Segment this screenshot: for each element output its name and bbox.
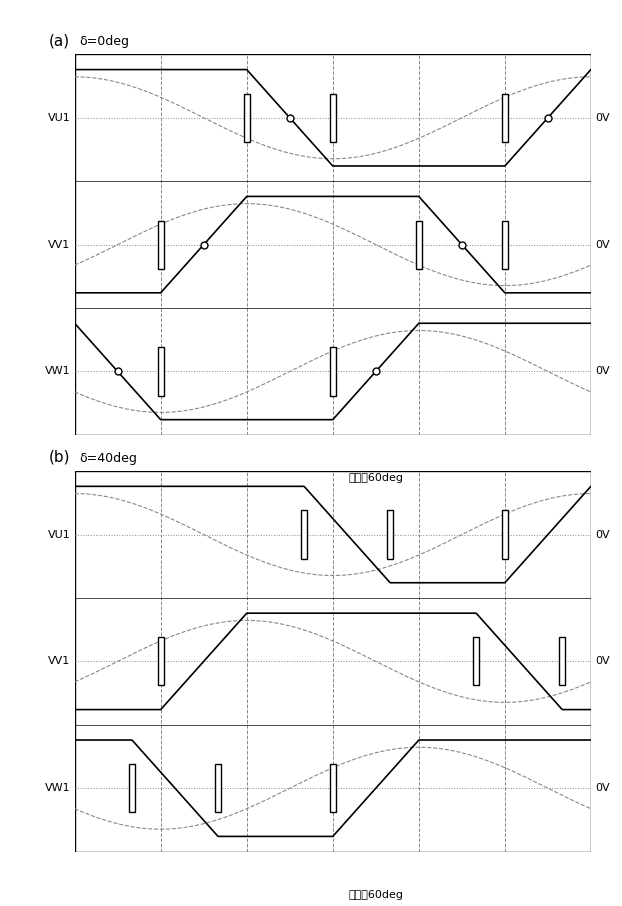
Text: 0V: 0V — [595, 366, 610, 377]
Text: 0V: 0V — [595, 239, 610, 250]
Text: 電気觓60deg: 電気觓60deg — [348, 473, 403, 483]
Bar — [215, 764, 221, 813]
Bar — [330, 764, 336, 813]
Bar — [502, 93, 508, 142]
Bar — [502, 510, 508, 559]
Bar — [473, 637, 479, 686]
Text: 0V: 0V — [595, 529, 610, 540]
Bar — [559, 637, 565, 686]
Text: δ=40deg: δ=40deg — [79, 452, 137, 465]
Text: VV1: VV1 — [48, 656, 70, 667]
Text: VW1: VW1 — [45, 783, 70, 794]
Text: δ=0deg: δ=0deg — [79, 35, 129, 48]
Bar — [301, 510, 307, 559]
Text: VW1: VW1 — [45, 366, 70, 377]
Text: 0V: 0V — [595, 783, 610, 794]
Text: (b): (b) — [49, 449, 70, 465]
Text: VU1: VU1 — [48, 529, 70, 540]
Text: (a): (a) — [49, 33, 70, 48]
Text: 0V: 0V — [595, 112, 610, 123]
Text: 0V: 0V — [595, 656, 610, 667]
Bar — [157, 637, 164, 686]
Bar — [330, 93, 336, 142]
Text: VU1: VU1 — [48, 112, 70, 123]
Bar — [244, 93, 250, 142]
Bar — [157, 347, 164, 396]
Bar — [502, 220, 508, 269]
Bar — [129, 764, 135, 813]
Bar — [330, 347, 336, 396]
Text: VV1: VV1 — [48, 239, 70, 250]
Bar — [415, 220, 422, 269]
Text: 電気觓60deg: 電気觓60deg — [348, 890, 403, 900]
Bar — [387, 510, 393, 559]
Bar — [157, 220, 164, 269]
